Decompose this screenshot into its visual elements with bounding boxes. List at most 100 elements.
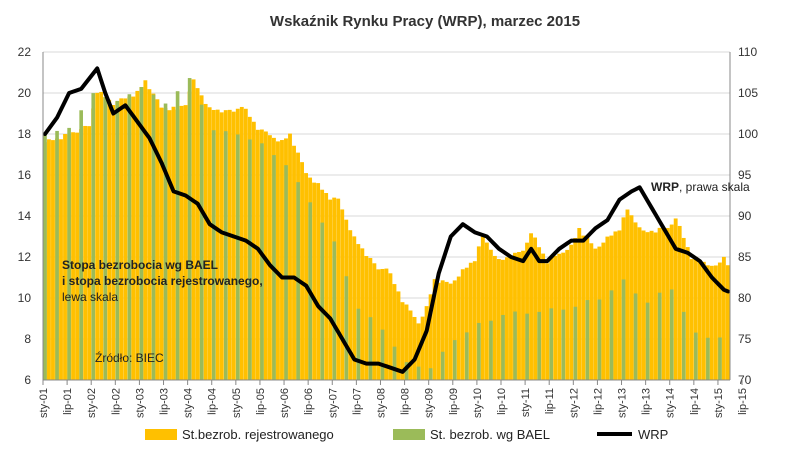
bar-registered [263, 131, 268, 380]
bar-registered [251, 121, 256, 380]
bar-registered [255, 129, 260, 380]
bar-bael [621, 279, 626, 380]
bar-bael [573, 306, 578, 380]
bar-registered [111, 105, 116, 380]
bar-registered [87, 126, 92, 380]
bar-registered [131, 96, 136, 380]
left-tick-label: 8 [24, 332, 31, 346]
right-tick-label: 70 [738, 373, 752, 387]
bar-registered [496, 259, 501, 380]
bar-bael [344, 276, 349, 380]
right-tick-label: 80 [738, 291, 752, 305]
bar-registered [617, 230, 622, 380]
bar-registered [625, 209, 630, 380]
bar-registered [360, 248, 365, 380]
bar-bael [67, 127, 71, 381]
bar-registered [404, 304, 409, 380]
bar-bael [669, 289, 674, 380]
right-tick-label: 85 [738, 250, 752, 264]
bar-registered [521, 250, 525, 380]
bar-bael [416, 366, 421, 380]
x-tick-label: lip-06 [303, 388, 315, 415]
bar-bael [501, 314, 505, 380]
x-tick-label: lip-07 [351, 388, 363, 415]
x-tick-label: lip-13 [641, 388, 653, 415]
bar-registered [51, 140, 55, 380]
bar-bael [428, 368, 433, 380]
bar-bael [199, 104, 204, 381]
right-tick-label: 110 [738, 45, 757, 59]
bael-annotation-line3: lewa skala [62, 290, 118, 304]
x-tick-label: lip-12 [592, 388, 604, 415]
bar-bael [477, 322, 481, 380]
bar-registered [541, 253, 546, 380]
bar-bael [549, 308, 554, 380]
bar-registered [99, 91, 104, 381]
bar-registered [267, 135, 272, 380]
bar-registered [364, 256, 369, 380]
bar-bael [694, 332, 698, 380]
bar-registered [207, 107, 212, 380]
legend-label-wrp: WRP [638, 427, 668, 442]
bar-bael [284, 165, 288, 380]
wrp-series-line [43, 66, 730, 374]
x-tick-label: sty-11 [520, 388, 532, 417]
bar-registered [529, 233, 533, 380]
bar-registered [472, 261, 477, 380]
bar-registered [581, 235, 586, 380]
bar-registered [505, 257, 509, 380]
bar-bael [513, 311, 517, 380]
bar-registered [59, 139, 63, 380]
bar-registered [649, 230, 654, 380]
bar-bael [585, 300, 590, 380]
left-tick-label: 16 [18, 168, 32, 182]
bar-bael [645, 302, 650, 380]
bar-registered [95, 92, 100, 380]
bar-registered [661, 228, 666, 380]
bar-registered [135, 90, 140, 381]
bar-registered [452, 280, 457, 380]
bar-registered [448, 283, 453, 380]
left-tick-label: 10 [18, 291, 32, 305]
bar-registered [713, 265, 718, 380]
bar-registered [553, 255, 558, 380]
bar-registered [83, 125, 88, 381]
x-tick-label: lip-08 [400, 388, 412, 415]
bar-bael [175, 91, 180, 380]
x-tick-label: lip-01 [62, 388, 74, 415]
x-tick-label: sty-10 [472, 388, 484, 418]
bar-registered [47, 139, 51, 380]
bar-registered [480, 235, 485, 380]
bar-registered [420, 316, 425, 380]
bar-registered [432, 279, 437, 380]
bar-bael [633, 293, 638, 380]
bar-registered [155, 99, 160, 380]
bar-registered [388, 273, 393, 380]
bar-bael [187, 78, 192, 380]
wrp-line [43, 66, 730, 374]
bar-registered [444, 281, 449, 380]
bar-registered [348, 230, 353, 380]
right-tick-label: 90 [738, 209, 752, 223]
bar-registered [159, 107, 164, 380]
bar-registered [673, 218, 678, 380]
x-tick-label: lip-11 [544, 388, 556, 414]
bar-registered [705, 265, 710, 380]
bar-registered [693, 256, 698, 380]
x-tick-label: lip-15 [737, 388, 749, 415]
bar-bael [127, 94, 132, 380]
bar-registered [300, 162, 304, 380]
bar-registered [637, 227, 642, 380]
bar-bael [320, 222, 325, 380]
x-axis-ticks: sty-01 lip-01 sty-02 lip-02 sty-03 lip-03 sty-… [38, 380, 749, 418]
bar-registered [304, 173, 308, 380]
bar-registered [231, 111, 236, 380]
bar-registered [468, 262, 473, 380]
bar-registered [292, 145, 296, 380]
bar-registered [613, 231, 618, 380]
bar-bael [718, 337, 722, 380]
legend-label-registered: St.bezrob. rejestrowanego [182, 427, 334, 442]
registered-bars [43, 79, 730, 381]
bar-registered [525, 242, 529, 380]
x-tick-label: lip-10 [496, 388, 508, 415]
